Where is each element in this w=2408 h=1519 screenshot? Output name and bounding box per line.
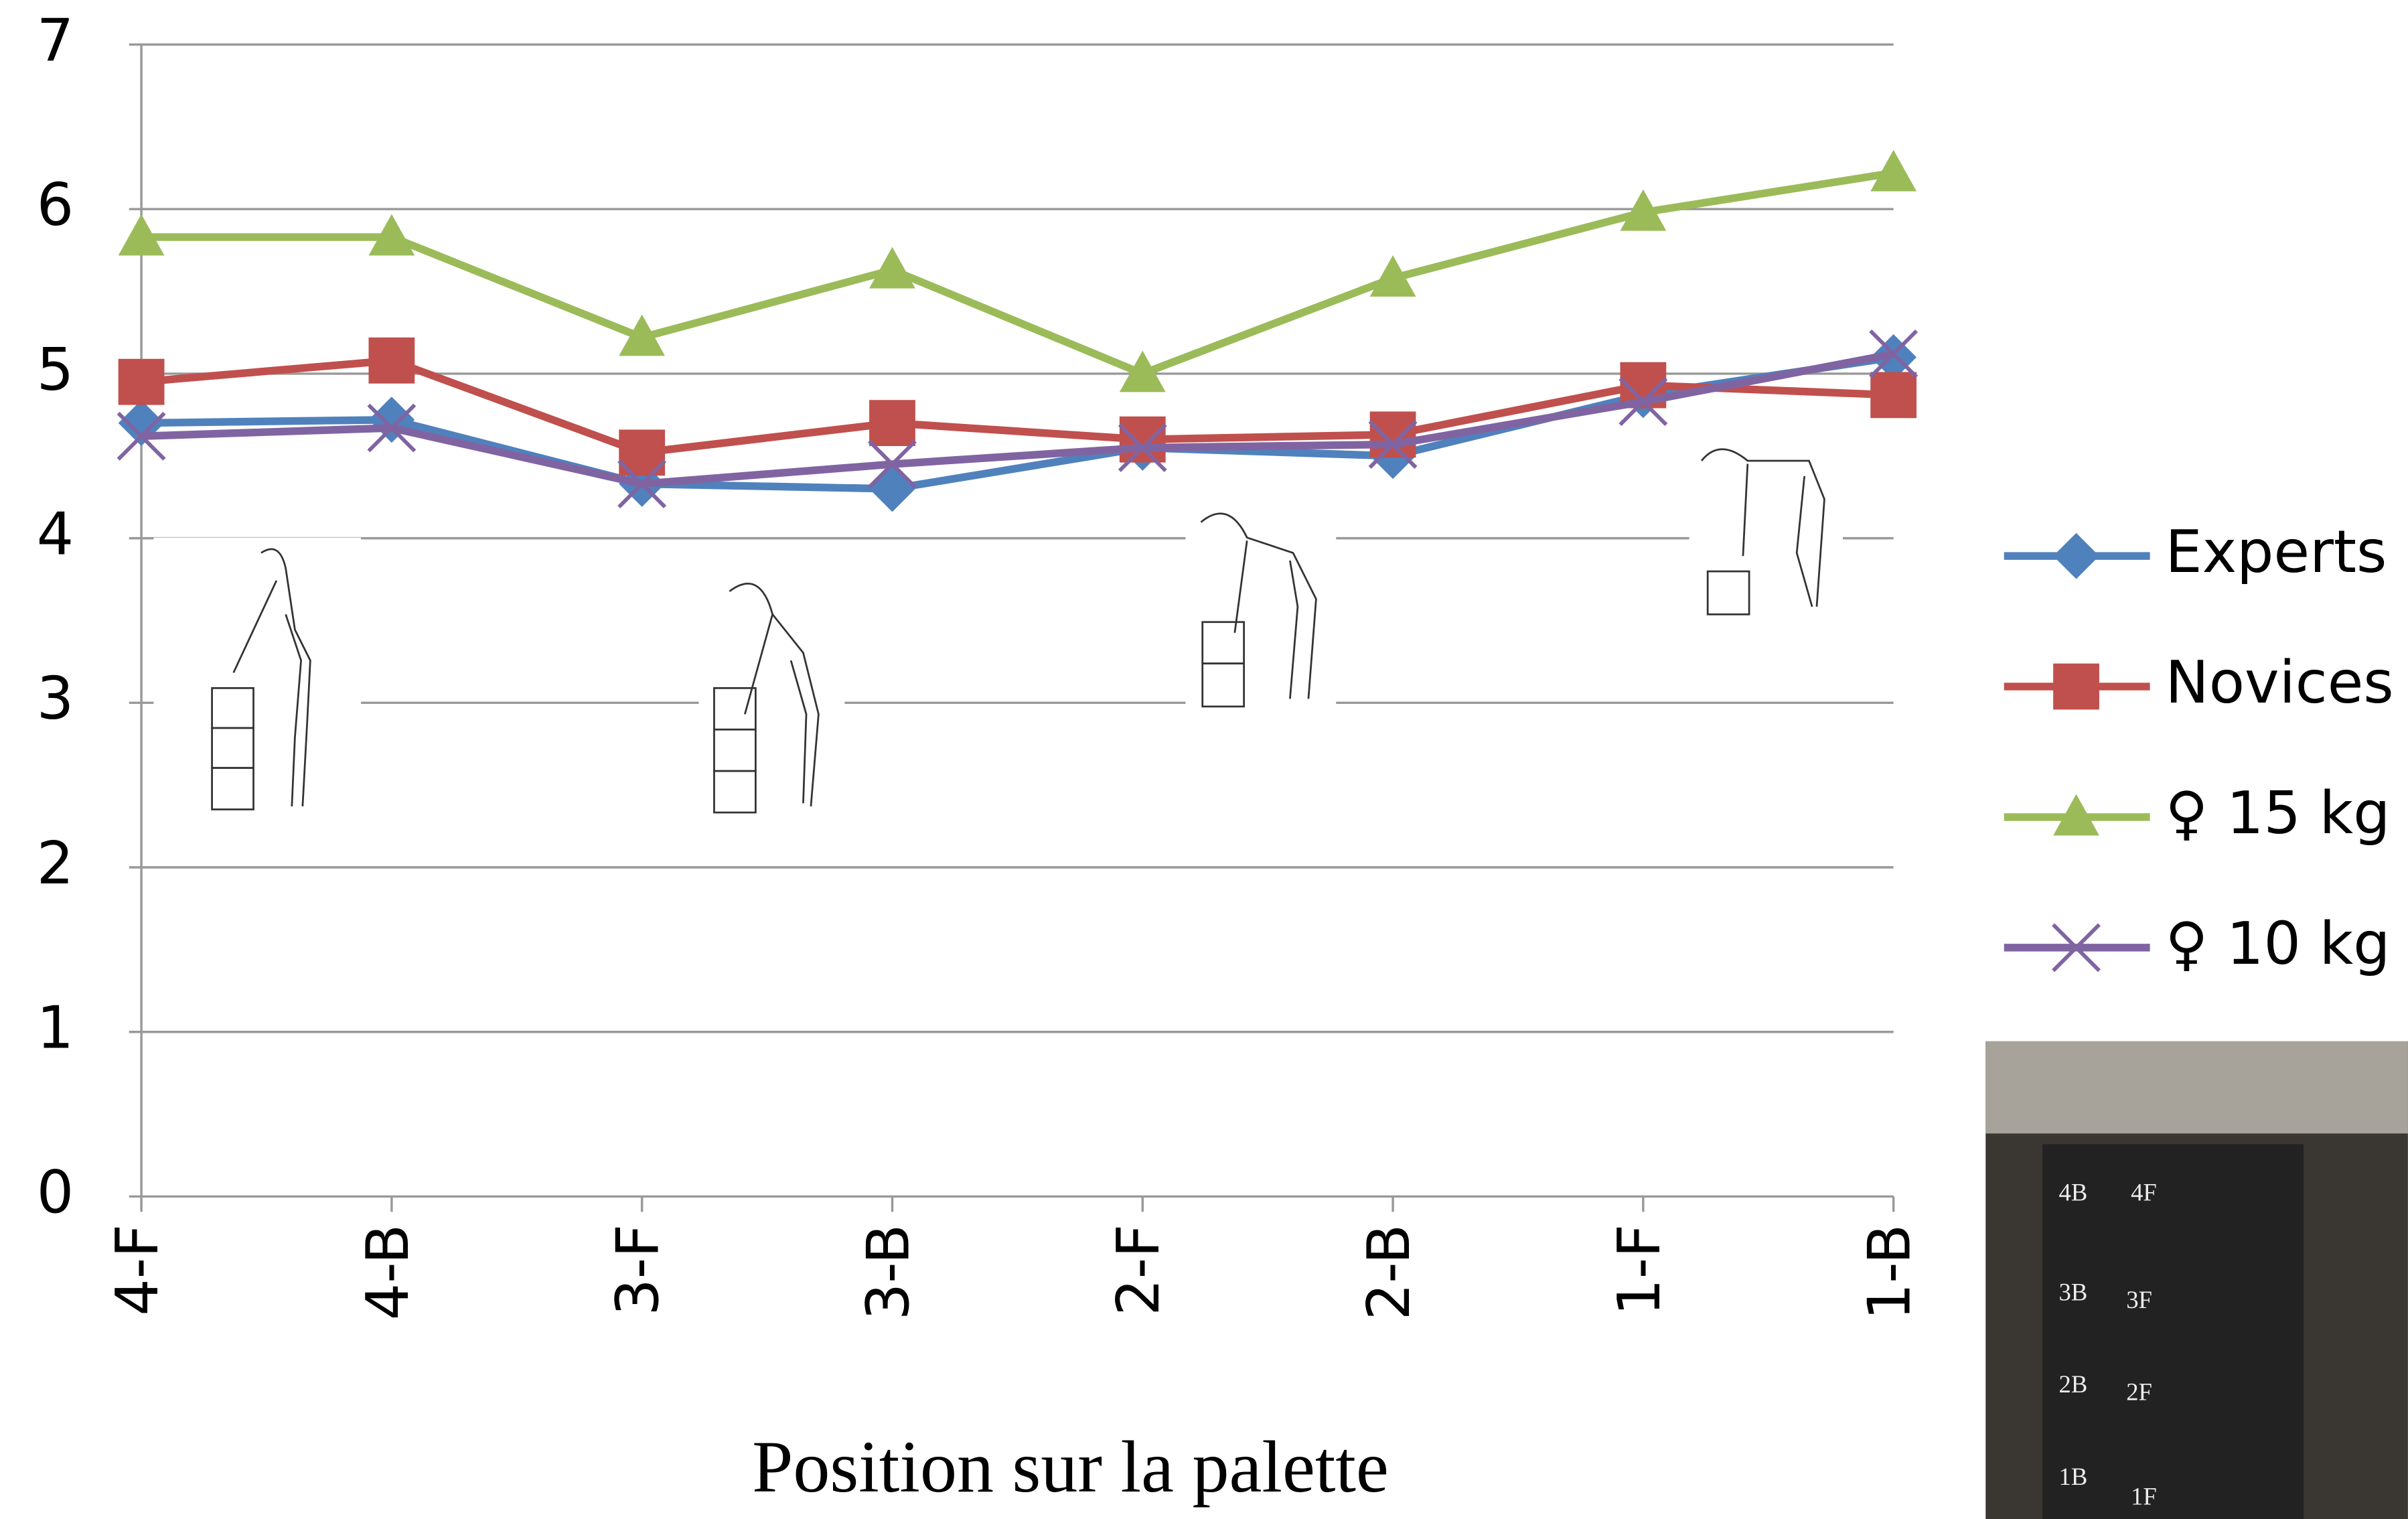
y-tick-label: 0 — [37, 1158, 74, 1226]
legend-marker — [2053, 664, 2099, 710]
data-point — [1870, 150, 1916, 192]
x-tick-label: 2-F — [1104, 1224, 1173, 1316]
y-tick-label: 5 — [37, 336, 74, 404]
y-tick-label: 6 — [37, 171, 74, 239]
data-point — [1120, 417, 1166, 463]
inset-label: 2F — [2126, 1378, 2152, 1406]
data-point — [368, 396, 415, 443]
x-tick-label: 3-B — [854, 1224, 922, 1321]
y-tick-label: 1 — [37, 994, 74, 1062]
inset-label: 3F — [2126, 1286, 2152, 1313]
data-point — [1370, 411, 1416, 457]
legend-label: Novices — [2166, 648, 2394, 717]
data-point — [368, 338, 415, 384]
inset-label: 1B — [2059, 1463, 2088, 1490]
x-tick-label: 4-F — [103, 1224, 171, 1316]
x-axis-title: Position sur la palette — [752, 1426, 1389, 1508]
inset-photo: 4B 4F 3B 3F 2B 2F 1B 1F — [1985, 1041, 2408, 1519]
x-tick-label: 3-F — [604, 1224, 672, 1316]
y-tick-label: 4 — [37, 500, 74, 569]
inset-label: 2B — [2059, 1370, 2088, 1398]
data-point — [869, 466, 915, 512]
inset-label: 1F — [2131, 1483, 2157, 1510]
legend-label: ♀ 15 kg — [2166, 779, 2391, 847]
y-tick-label: 7 — [37, 6, 74, 74]
inset-label: 3B — [2059, 1279, 2088, 1306]
y-tick-label: 2 — [37, 829, 74, 897]
x-tick-label: 2-B — [1355, 1224, 1423, 1321]
data-point — [1870, 372, 1916, 418]
data-point — [869, 400, 915, 446]
y-tick-label: 3 — [37, 664, 74, 733]
inset-label: 4F — [2131, 1179, 2157, 1206]
x-tick-label: 1-B — [1856, 1224, 1924, 1321]
data-point — [869, 247, 915, 289]
chart: 4B 4F 3B 3F 2B 2F 1B 1F Position sur la palette… — [0, 0, 2408, 1519]
inset-label: 4B — [2059, 1179, 2088, 1206]
legend-label: Experts — [2166, 518, 2387, 586]
x-tick-label: 1-F — [1605, 1224, 1673, 1316]
data-point — [119, 359, 165, 405]
legend-marker — [2053, 533, 2099, 579]
illustrations — [153, 433, 1843, 814]
legend-label: ♀ 10 kg — [2166, 910, 2391, 978]
x-tick-label: 4-B — [354, 1224, 422, 1321]
